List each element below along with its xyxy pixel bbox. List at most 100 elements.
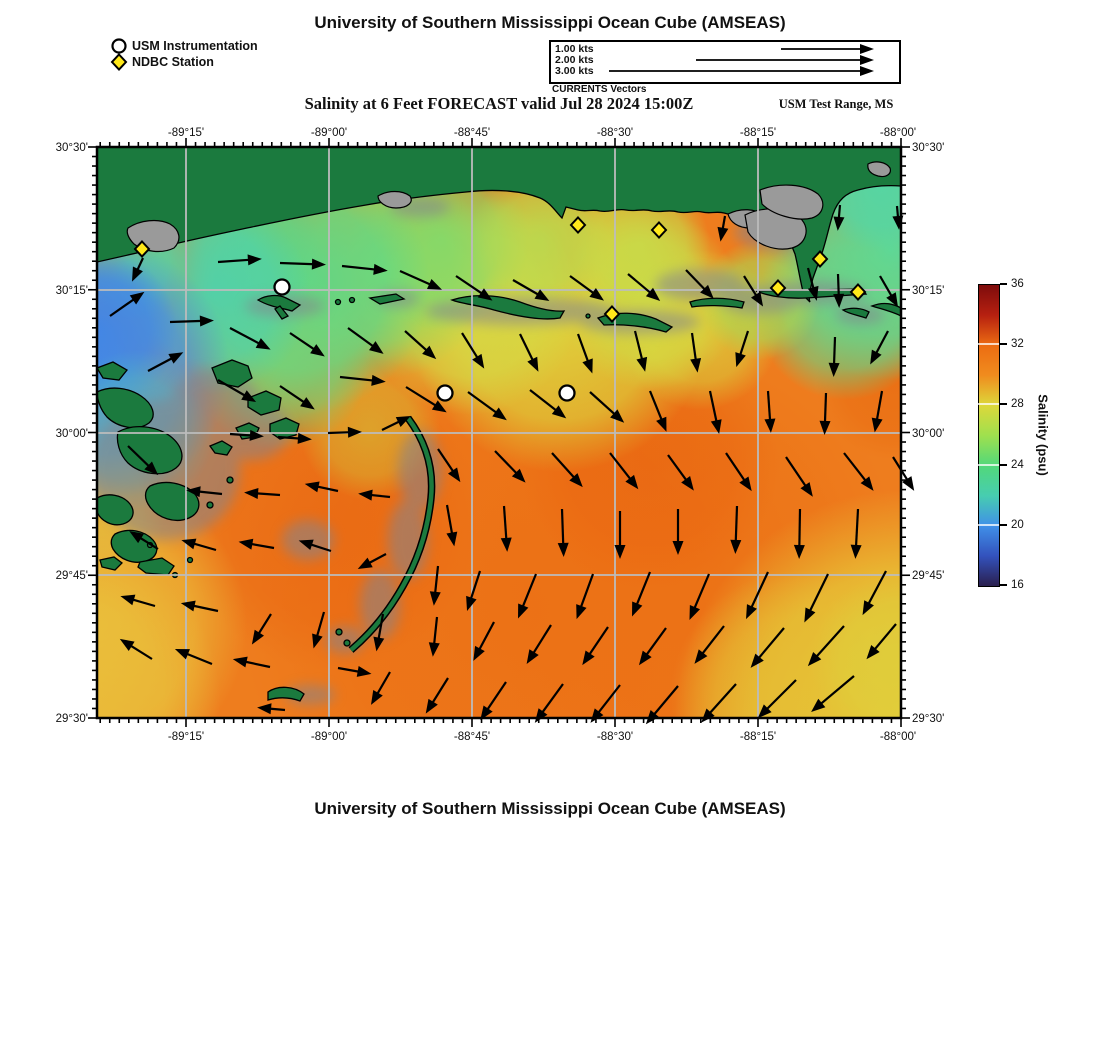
- current-arrow: [569, 275, 604, 301]
- lon-tick-label-bottom: -88°45': [454, 731, 490, 743]
- current-arrow: [672, 509, 684, 555]
- key-2kt-label: 2.00 kts: [555, 54, 594, 66]
- salinity-blob: [110, 195, 310, 395]
- colorbar-tick-label: 36: [1011, 278, 1024, 290]
- salinity-blob: [97, 202, 190, 322]
- current-arrow: [298, 539, 332, 553]
- current-arrow: [866, 623, 897, 660]
- current-arrow: [757, 679, 797, 719]
- current-arrow: [129, 530, 159, 550]
- salinity-blob: [350, 150, 530, 330]
- salinity-blob: [670, 570, 901, 718]
- current-arrow: [850, 508, 862, 559]
- salinity-blob: [180, 177, 320, 317]
- current-arrow: [576, 573, 595, 620]
- ndbc-station-marker: [811, 250, 829, 268]
- current-arrow: [576, 333, 593, 374]
- current-arrow: [279, 385, 315, 410]
- lon-tick-label-top: -88°15': [740, 127, 776, 139]
- lat-tick-label-right: 30°30': [912, 142, 944, 154]
- current-arrow: [892, 456, 915, 491]
- current-arrow: [109, 291, 145, 317]
- current-arrow: [238, 538, 275, 550]
- current-arrow: [327, 426, 362, 438]
- current-arrow: [871, 390, 884, 433]
- currents-key-box: 1.00 kts 2.00 kts 3.00 kts: [549, 40, 901, 84]
- salinity-blob: [190, 270, 370, 450]
- dauphin-island: [755, 288, 868, 299]
- current-arrow: [337, 666, 372, 677]
- salinity-blob: [460, 340, 900, 718]
- current-arrow: [807, 625, 845, 667]
- key-1kt-label: 1.00 kts: [555, 43, 594, 55]
- legend-ndbc: NDBC Station: [110, 53, 214, 71]
- salinity-blob: [410, 172, 710, 472]
- current-arrow: [785, 456, 813, 497]
- footer-title: University of Southern Mississippi Ocean…: [314, 799, 786, 818]
- colorbar-tick-label: 32: [1011, 338, 1024, 351]
- current-arrow: [357, 553, 387, 570]
- current-arrow: [725, 452, 752, 492]
- lat-tick-label-right: 29°45': [912, 570, 944, 582]
- station-markers: [133, 216, 867, 402]
- current-arrow: [701, 683, 737, 723]
- current-arrow: [473, 621, 495, 661]
- current-arrow: [455, 275, 493, 301]
- current-arrow: [373, 613, 385, 652]
- salinity-blob: [97, 240, 230, 500]
- salinity-field: [97, 147, 901, 718]
- lat-tick-label-left: 30°15': [56, 285, 88, 297]
- current-arrow: [257, 703, 286, 715]
- current-arrow: [467, 391, 507, 421]
- ndbc-station-marker: [133, 240, 151, 258]
- currents-key-caption: CURRENTS Vectors: [552, 84, 647, 95]
- lat-tick-label-left: 29°45': [56, 570, 88, 582]
- salinity-blob: [700, 240, 820, 360]
- lon-tick-label-bottom: -89°15': [168, 731, 204, 743]
- current-arrow: [892, 205, 904, 230]
- lon-tick-label-top: -88°30': [597, 127, 633, 139]
- current-arrow: [181, 538, 217, 552]
- current-arrow: [518, 573, 538, 619]
- current-arrow: [750, 627, 785, 668]
- key-arrow-head: [860, 66, 874, 76]
- marsh-delta: [97, 359, 300, 579]
- key-arrow-head: [860, 55, 874, 65]
- current-arrow: [445, 504, 458, 547]
- current-arrow: [519, 333, 539, 372]
- salinity-blob: [815, 300, 901, 460]
- current-arrow: [685, 269, 714, 299]
- current-arrow: [689, 573, 711, 621]
- current-arrow: [633, 330, 648, 372]
- forecast-subtitle: Salinity at 6 Feet FORECAST valid Jul 28…: [304, 94, 694, 113]
- current-arrow: [132, 257, 144, 282]
- legend-usm-label: USM Instrumentation: [132, 39, 258, 53]
- legend-ndbc-label: NDBC Station: [132, 55, 214, 69]
- map-frame: [95, 145, 903, 720]
- current-arrow: [405, 386, 447, 413]
- salinity-blob: [620, 250, 780, 410]
- salinity-blob: [470, 170, 610, 310]
- petit-bois-island: [689, 297, 745, 309]
- salinity-blob: [97, 350, 215, 510]
- current-arrow: [169, 315, 214, 327]
- current-arrow: [341, 263, 388, 275]
- usm-station-marker: [273, 278, 291, 296]
- current-arrow: [339, 374, 386, 386]
- current-arrow: [277, 432, 312, 444]
- ndbc-station-marker: [603, 305, 621, 323]
- current-arrow: [358, 489, 391, 501]
- current-arrow: [730, 505, 742, 554]
- chandeleur-islands: [348, 415, 436, 653]
- current-arrow: [399, 269, 443, 290]
- current-arrow: [590, 684, 621, 723]
- usm-circle-icon: [111, 38, 127, 54]
- salinity-blob: [520, 330, 780, 590]
- lat-tick-label-left: 30°00': [56, 428, 88, 440]
- current-arrow: [862, 570, 887, 616]
- barrier-islands: [256, 288, 901, 333]
- current-vector-field: [109, 204, 915, 725]
- current-arrow: [582, 626, 609, 666]
- current-arrow: [127, 445, 159, 476]
